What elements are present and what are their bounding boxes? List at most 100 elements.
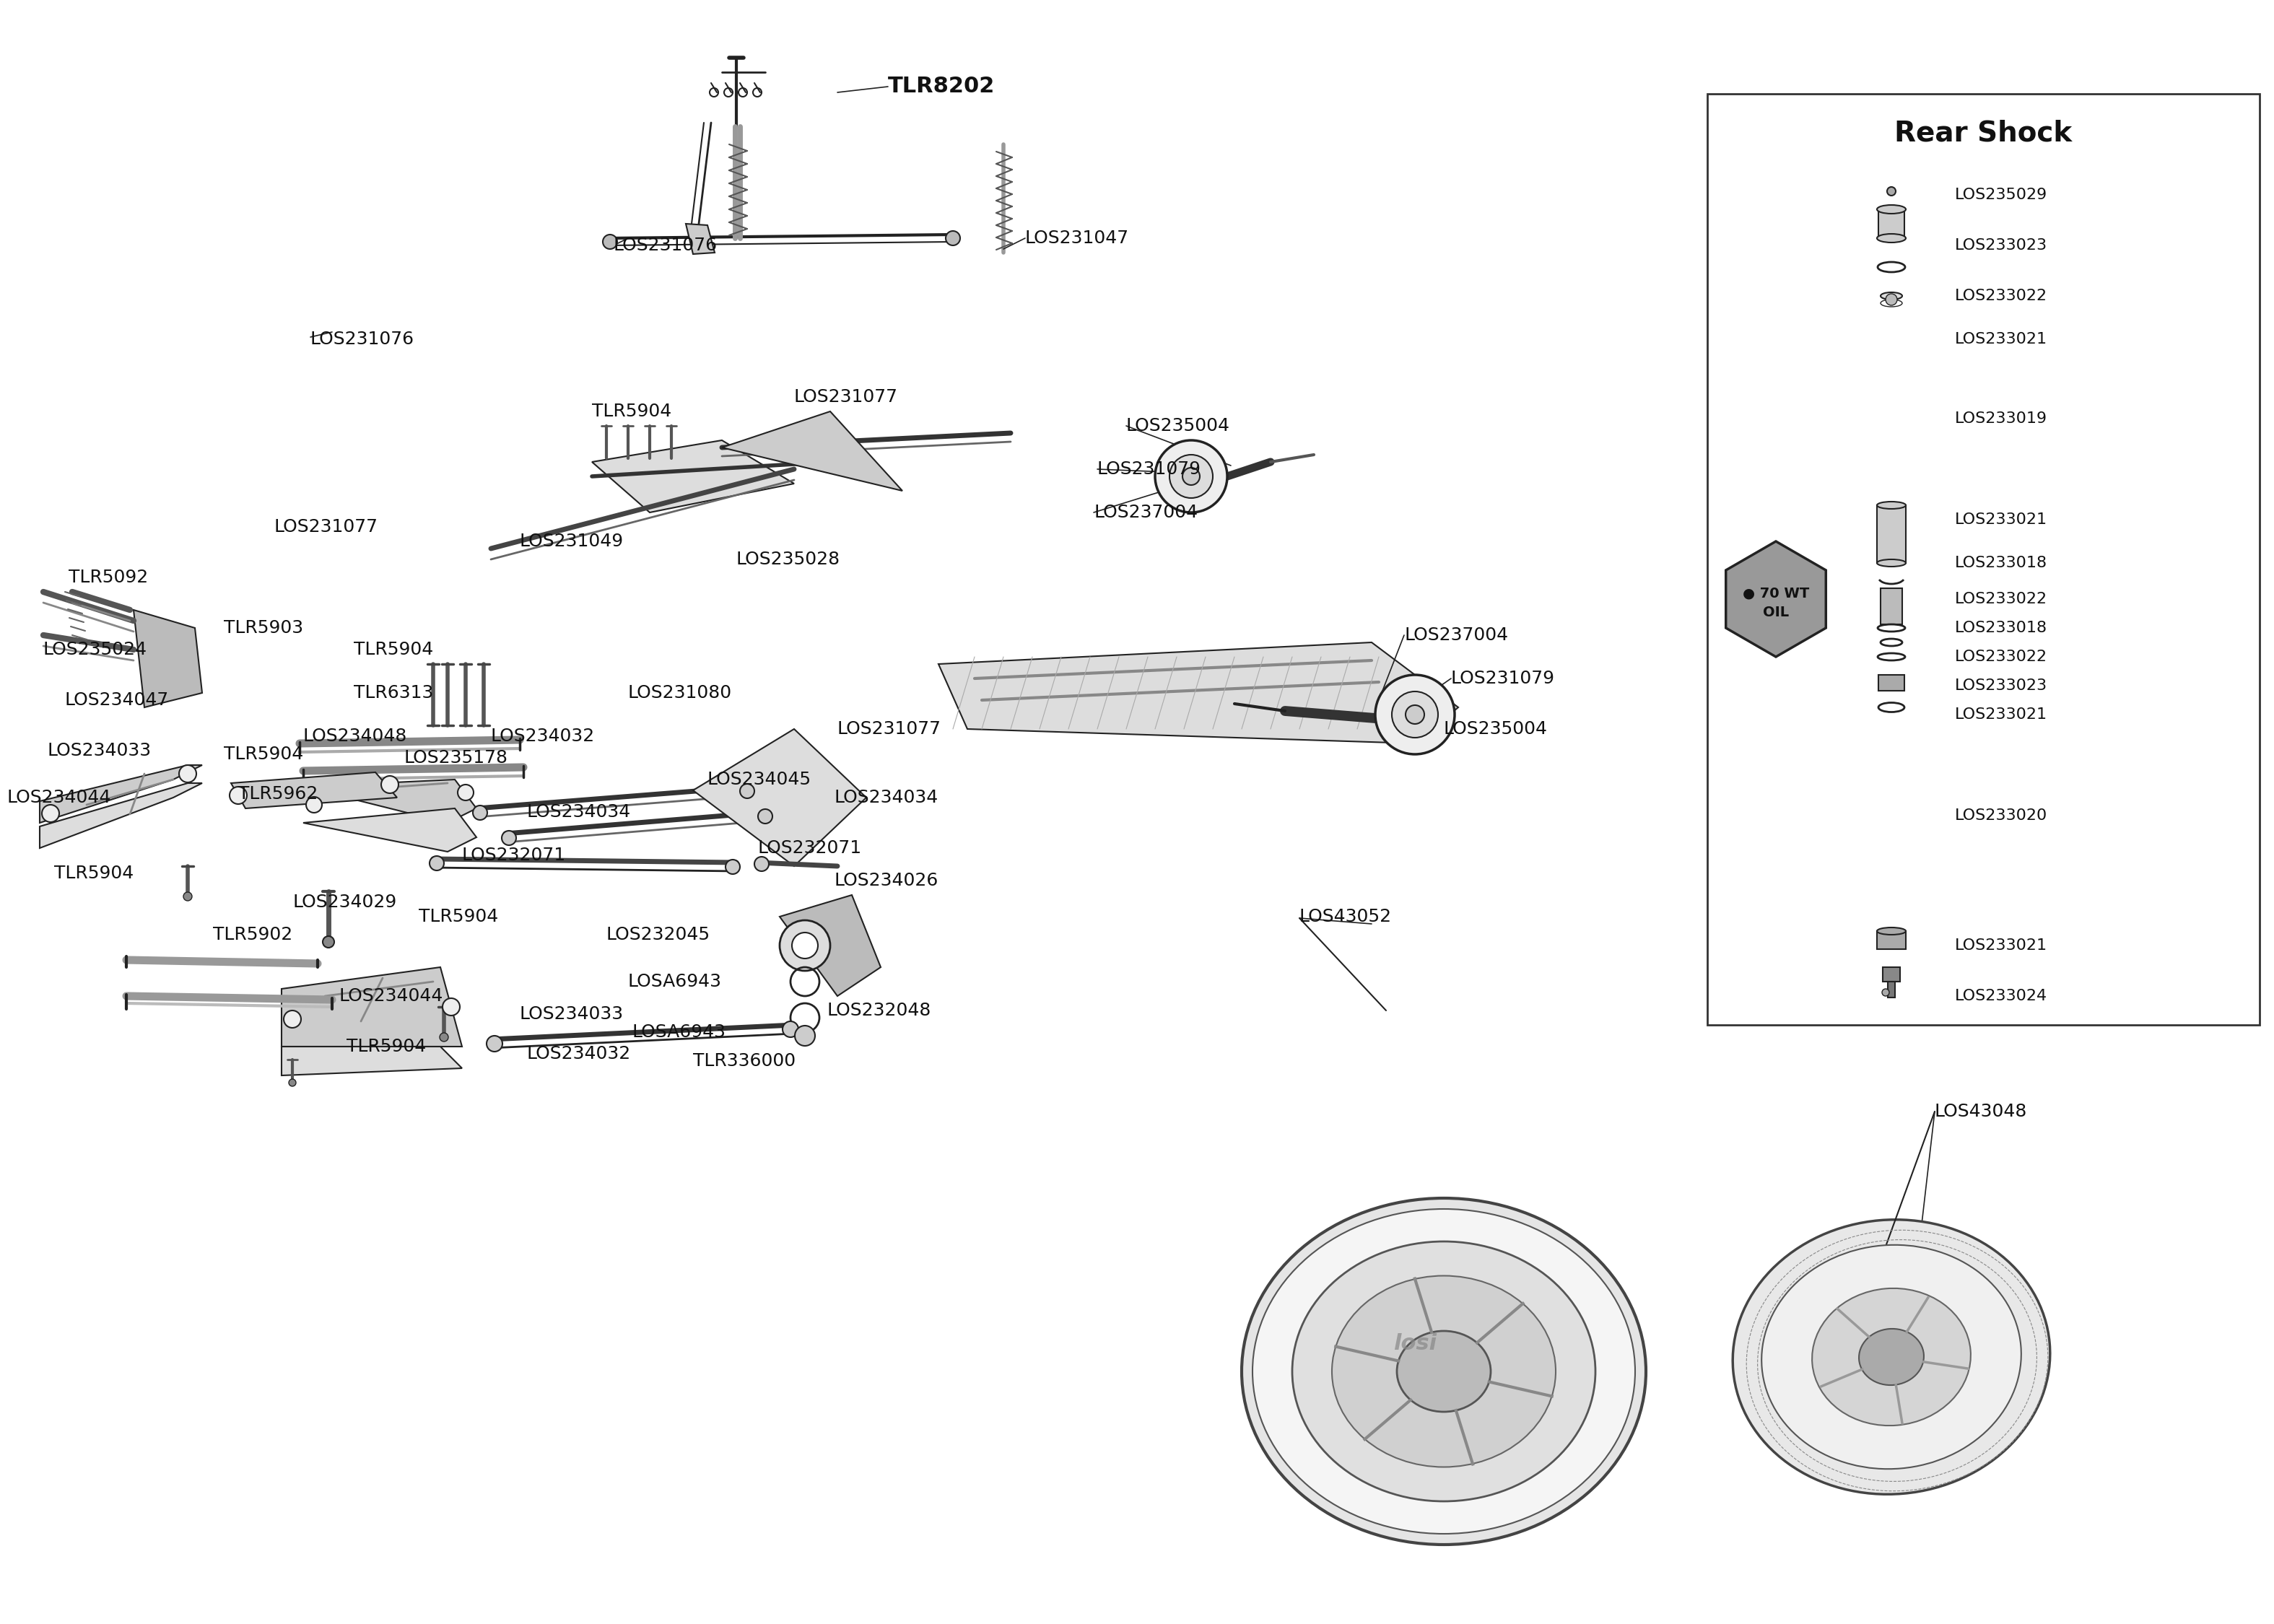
- Polygon shape: [687, 224, 714, 253]
- Text: LOS234033: LOS234033: [48, 742, 150, 760]
- Text: TLR5092: TLR5092: [68, 568, 148, 586]
- Circle shape: [1883, 989, 1890, 996]
- Text: TLR5904: TLR5904: [223, 745, 302, 763]
- Bar: [1887, 981, 1894, 997]
- Circle shape: [443, 999, 459, 1015]
- Polygon shape: [302, 780, 478, 823]
- Circle shape: [739, 784, 755, 799]
- Ellipse shape: [1396, 1332, 1492, 1411]
- Polygon shape: [282, 1046, 462, 1075]
- Circle shape: [757, 809, 773, 823]
- Text: LOS231049: LOS231049: [521, 533, 623, 551]
- Text: TLR5904: TLR5904: [55, 864, 134, 882]
- Circle shape: [41, 806, 59, 822]
- Text: OIL: OIL: [1762, 606, 1790, 619]
- Bar: [1883, 968, 1901, 981]
- Circle shape: [780, 921, 830, 971]
- Text: LOS231080: LOS231080: [628, 684, 732, 702]
- Text: TLR5962: TLR5962: [239, 786, 318, 802]
- Text: LOS235024: LOS235024: [43, 641, 148, 658]
- Text: LOS231077: LOS231077: [794, 388, 898, 406]
- Circle shape: [1182, 468, 1201, 486]
- Text: LOS233023: LOS233023: [1956, 679, 2047, 693]
- Circle shape: [430, 856, 443, 870]
- Polygon shape: [134, 611, 202, 708]
- Text: LOS235004: LOS235004: [1444, 721, 1549, 737]
- Text: ● 70 WT: ● 70 WT: [1742, 586, 1810, 601]
- Text: LOS233022: LOS233022: [1956, 650, 2047, 664]
- Text: LOS234048: LOS234048: [302, 728, 407, 745]
- Text: LOS234047: LOS234047: [66, 692, 168, 708]
- Polygon shape: [780, 895, 880, 996]
- Circle shape: [230, 786, 248, 804]
- Text: LOS233023: LOS233023: [1956, 239, 2047, 253]
- Text: Rear Shock: Rear Shock: [1894, 120, 2072, 148]
- Text: LOS233019: LOS233019: [1956, 411, 2047, 425]
- Ellipse shape: [1253, 1208, 1635, 1533]
- FancyBboxPatch shape: [1708, 94, 2260, 1025]
- Circle shape: [1392, 692, 1437, 737]
- Polygon shape: [591, 440, 794, 513]
- Circle shape: [755, 857, 769, 870]
- Text: LOS233021: LOS233021: [1956, 708, 2047, 721]
- Ellipse shape: [1876, 205, 1906, 214]
- Ellipse shape: [1333, 1276, 1555, 1466]
- Text: LOS233021: LOS233021: [1956, 513, 2047, 526]
- Circle shape: [1169, 455, 1212, 499]
- Text: losi: losi: [1394, 1333, 1437, 1354]
- Text: LOS234044: LOS234044: [7, 789, 111, 806]
- Ellipse shape: [1876, 927, 1906, 935]
- Bar: [1876, 505, 1906, 564]
- Polygon shape: [282, 968, 462, 1046]
- Circle shape: [184, 892, 191, 901]
- Text: LOS235178: LOS235178: [405, 749, 507, 767]
- Text: LOSA6943: LOSA6943: [632, 1023, 725, 1041]
- Circle shape: [473, 806, 487, 820]
- Text: LOS234026: LOS234026: [835, 872, 937, 890]
- Text: LOS232071: LOS232071: [757, 840, 862, 857]
- Circle shape: [284, 1010, 300, 1028]
- Text: LOS231076: LOS231076: [614, 237, 719, 253]
- Text: LOS233021: LOS233021: [1956, 939, 2047, 953]
- Text: LOS234044: LOS234044: [339, 987, 443, 1005]
- Circle shape: [439, 1033, 448, 1041]
- Circle shape: [180, 765, 196, 783]
- Text: TLR5904: TLR5904: [355, 641, 434, 658]
- Ellipse shape: [1292, 1241, 1596, 1501]
- Text: LOS232071: LOS232071: [462, 846, 566, 864]
- Circle shape: [946, 231, 960, 245]
- Ellipse shape: [1876, 234, 1906, 242]
- Bar: [1881, 588, 1903, 624]
- Ellipse shape: [1762, 1246, 2022, 1470]
- Text: LOS233018: LOS233018: [1956, 620, 2047, 635]
- Bar: [1878, 676, 1903, 690]
- Circle shape: [725, 859, 739, 874]
- Text: LOS231077: LOS231077: [275, 518, 377, 536]
- Circle shape: [1155, 440, 1228, 513]
- Circle shape: [1885, 294, 1897, 305]
- Text: TLR5904: TLR5904: [346, 1038, 425, 1056]
- Text: LOS234032: LOS234032: [491, 728, 596, 745]
- Text: TLR5904: TLR5904: [591, 403, 671, 421]
- Ellipse shape: [1876, 559, 1906, 567]
- Text: TLR5903: TLR5903: [223, 619, 302, 637]
- Circle shape: [457, 784, 473, 801]
- Text: LOS237004: LOS237004: [1403, 627, 1508, 643]
- Circle shape: [1376, 676, 1455, 754]
- Text: LOS233020: LOS233020: [1956, 809, 2047, 823]
- Text: LOS233018: LOS233018: [1956, 555, 2047, 570]
- Text: LOS234032: LOS234032: [528, 1046, 632, 1062]
- Text: LOS234029: LOS234029: [293, 893, 396, 911]
- Polygon shape: [939, 643, 1458, 744]
- Ellipse shape: [1242, 1199, 1646, 1544]
- Text: LOS235004: LOS235004: [1126, 417, 1230, 435]
- Text: LOS235028: LOS235028: [737, 551, 841, 568]
- Text: LOS231077: LOS231077: [837, 721, 941, 737]
- Text: LOS233024: LOS233024: [1956, 989, 2047, 1004]
- Ellipse shape: [1876, 502, 1906, 508]
- Text: LOS43048: LOS43048: [1935, 1103, 2028, 1121]
- Text: TLR336000: TLR336000: [694, 1052, 796, 1070]
- Text: LOS231076: LOS231076: [312, 331, 414, 348]
- Ellipse shape: [1858, 1328, 1924, 1385]
- Circle shape: [487, 1036, 503, 1052]
